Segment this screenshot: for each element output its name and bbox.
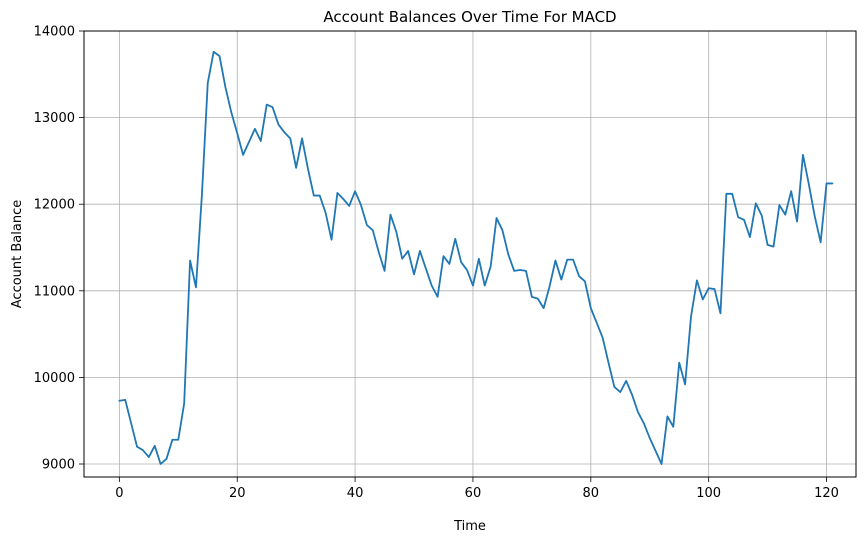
- x-tick-label: 120: [814, 486, 839, 501]
- y-tick-label: 11000: [34, 284, 75, 299]
- x-tick-label: 40: [347, 486, 364, 501]
- y-tick-label: 9000: [42, 458, 75, 473]
- grid-lines: [84, 30, 856, 477]
- y-tick-label: 13000: [34, 111, 75, 126]
- y-tick-label: 12000: [34, 198, 75, 213]
- y-tick-label: 10000: [34, 371, 75, 386]
- x-axis-label: Time: [453, 519, 486, 534]
- x-tick-label: 100: [696, 486, 721, 501]
- axis-ticks: 0 20 40 60 80 100 120 9000 10000 11000 12000 13000 1…: [34, 25, 839, 502]
- series-line: [118, 50, 834, 465]
- chart-title: Account Balances Over Time For MACD: [323, 8, 616, 26]
- x-tick-label: 0: [115, 486, 123, 501]
- plot-frame: [83, 30, 857, 478]
- x-tick-label: 80: [583, 486, 600, 501]
- y-tick-label: 14000: [34, 25, 75, 40]
- y-axis-label: Account Balance: [10, 200, 25, 308]
- series-layer: [118, 50, 834, 465]
- x-tick-label: 20: [229, 486, 246, 501]
- x-tick-label: 60: [465, 486, 482, 501]
